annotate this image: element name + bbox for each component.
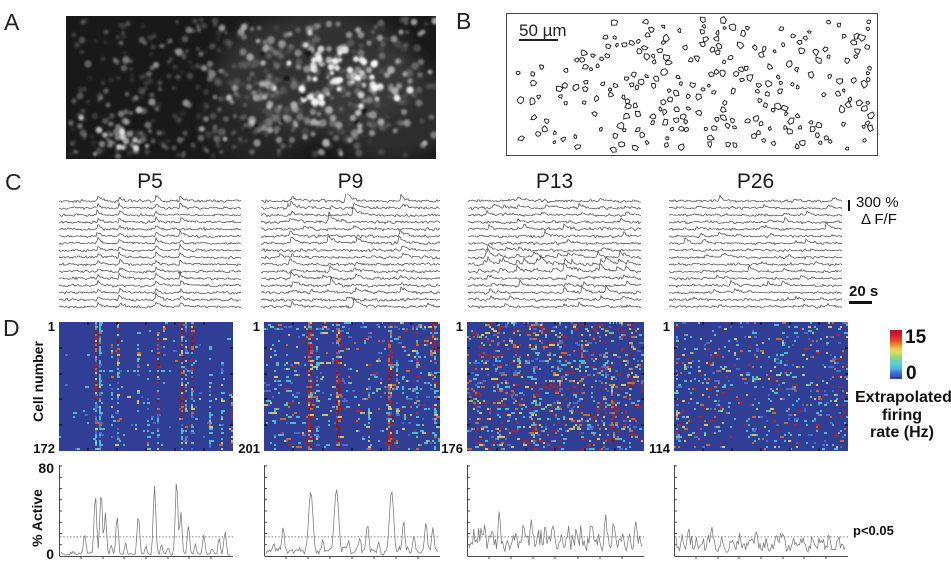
svg-text:50 µm: 50 µm	[519, 21, 567, 40]
